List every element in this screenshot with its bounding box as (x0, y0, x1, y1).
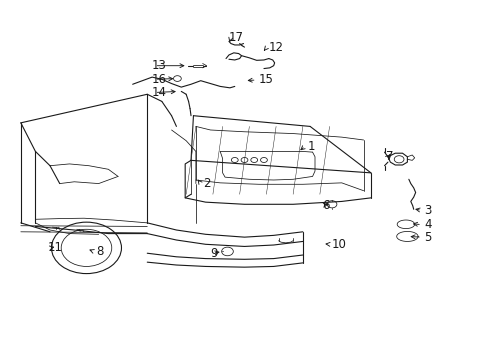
Text: 17: 17 (228, 31, 243, 44)
Text: 4: 4 (424, 218, 431, 231)
Text: 15: 15 (259, 73, 273, 86)
Text: 1: 1 (307, 140, 315, 153)
Text: 3: 3 (424, 204, 431, 217)
Text: 16: 16 (152, 73, 167, 86)
Text: 9: 9 (210, 247, 218, 260)
Text: 13: 13 (152, 59, 166, 72)
Text: 12: 12 (268, 41, 283, 54)
Text: 5: 5 (424, 231, 431, 244)
Text: 10: 10 (331, 238, 346, 251)
Text: 6: 6 (322, 198, 329, 212)
Text: 8: 8 (96, 245, 103, 258)
Text: 2: 2 (203, 177, 210, 190)
Text: 11: 11 (47, 241, 62, 255)
Text: 14: 14 (152, 86, 167, 99)
Text: 7: 7 (385, 150, 392, 163)
